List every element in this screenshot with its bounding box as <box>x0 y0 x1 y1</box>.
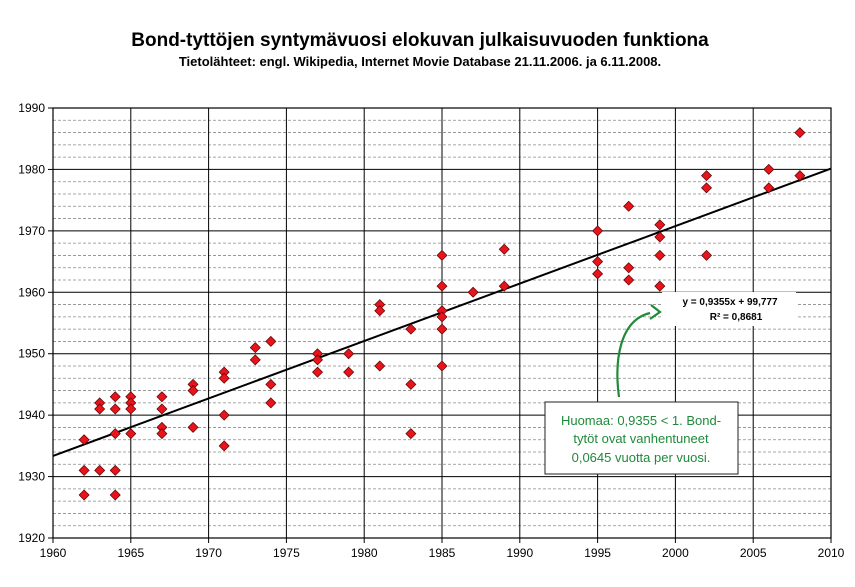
data-point <box>218 372 230 384</box>
note-arrow <box>616 311 651 398</box>
data-point <box>218 409 230 421</box>
data-point <box>218 440 230 452</box>
data-point <box>436 249 448 261</box>
y-tick-label: 1920 <box>18 531 45 545</box>
y-tick-label: 1930 <box>18 470 45 484</box>
data-point <box>763 182 775 194</box>
data-point <box>249 342 261 354</box>
data-point <box>405 378 417 390</box>
data-point <box>498 280 510 292</box>
data-point <box>343 348 355 360</box>
y-tick-label: 1940 <box>18 408 45 422</box>
data-point <box>343 366 355 378</box>
data-point <box>125 428 137 440</box>
y-tick-label: 1990 <box>18 101 45 115</box>
x-tick-label: 1995 <box>584 546 611 560</box>
r-squared-label: R² = 0,8681 <box>710 312 763 323</box>
data-point <box>701 170 713 182</box>
y-axis: 1920 1930 1940 1950 1960 1970 1980 1990 <box>18 101 53 545</box>
data-point <box>654 219 666 231</box>
data-point <box>701 249 713 261</box>
data-point <box>794 127 806 139</box>
data-point <box>763 163 775 175</box>
data-point <box>701 182 713 194</box>
x-tick-label: 1960 <box>40 546 67 560</box>
x-tick-label: 1985 <box>429 546 456 560</box>
y-tick-label: 1970 <box>18 224 45 238</box>
note-box <box>544 401 739 475</box>
annotation: Huomaa: 0,9355 < 1. Bond- tytöt ovat van… <box>544 304 739 475</box>
data-point <box>436 360 448 372</box>
x-axis: 1960 1965 1970 1975 1980 1985 1990 1995 2000 2005… <box>40 538 845 560</box>
data-point <box>592 268 604 280</box>
data-point <box>623 274 635 286</box>
data-point <box>312 366 324 378</box>
x-tick-label: 2000 <box>662 546 689 560</box>
data-point <box>623 262 635 274</box>
data-point <box>654 280 666 292</box>
x-tick-label: 1990 <box>506 546 533 560</box>
data-point <box>94 403 106 415</box>
data-points <box>78 127 806 501</box>
data-point <box>467 286 479 298</box>
note-arrowhead <box>649 304 662 320</box>
data-point <box>592 225 604 237</box>
x-tick-label: 2010 <box>818 546 845 560</box>
data-point <box>312 354 324 366</box>
data-point <box>187 385 199 397</box>
data-point <box>794 170 806 182</box>
x-tick-label: 2005 <box>740 546 767 560</box>
x-tick-label: 1980 <box>351 546 378 560</box>
data-point <box>78 464 90 476</box>
data-point <box>78 489 90 501</box>
chart-subtitle: Tietolähteet: engl. Wikipedia, Internet … <box>179 54 661 69</box>
data-point <box>109 391 121 403</box>
y-tick-label: 1980 <box>18 162 45 176</box>
note-line-3: 0,0645 vuotta per vuosi. <box>572 450 711 465</box>
data-point <box>265 378 277 390</box>
data-point <box>125 403 137 415</box>
data-point <box>654 231 666 243</box>
x-tick-label: 1970 <box>195 546 222 560</box>
chart-title: Bond-tyttöjen syntymävuosi elokuvan julk… <box>131 30 709 51</box>
data-point <box>405 323 417 335</box>
data-point <box>405 428 417 440</box>
data-point <box>623 200 635 212</box>
data-point <box>156 428 168 440</box>
data-point <box>374 360 386 372</box>
data-point <box>78 434 90 446</box>
data-point <box>249 354 261 366</box>
data-point <box>265 335 277 347</box>
y-tick-label: 1950 <box>18 347 45 361</box>
note-line-1: Huomaa: 0,9355 < 1. Bond- <box>561 413 721 428</box>
equation-box-bg <box>662 292 796 326</box>
data-point <box>109 403 121 415</box>
data-point <box>156 391 168 403</box>
x-tick-label: 1975 <box>273 546 300 560</box>
data-point <box>436 323 448 335</box>
trendline-equation: y = 0,9355x + 99,777 <box>682 297 778 308</box>
data-point <box>94 464 106 476</box>
x-tick-label: 1965 <box>117 546 144 560</box>
data-point <box>265 397 277 409</box>
data-point <box>109 489 121 501</box>
y-tick-label: 1960 <box>18 285 45 299</box>
data-point <box>109 428 121 440</box>
data-point <box>436 311 448 323</box>
data-point <box>109 464 121 476</box>
data-point <box>592 256 604 268</box>
equation-box: y = 0,9355x + 99,777 R² = 0,8681 <box>662 292 796 326</box>
data-point <box>374 305 386 317</box>
data-point <box>156 403 168 415</box>
data-point <box>498 243 510 255</box>
data-point <box>654 249 666 261</box>
data-point <box>187 421 199 433</box>
note-line-2: tytöt ovat vanhentuneet <box>573 431 709 446</box>
data-point <box>436 280 448 292</box>
